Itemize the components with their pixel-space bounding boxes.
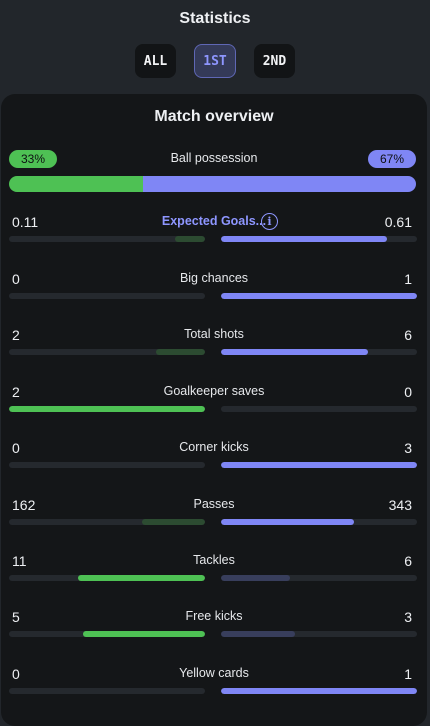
- home-bar-track: [9, 406, 205, 412]
- home-bar-fill: [9, 406, 205, 412]
- possession-bar: [9, 176, 416, 192]
- stat-row-yellow-cards: 0 Yellow cards 1: [1, 666, 427, 706]
- home-value: 0.11: [12, 214, 39, 230]
- home-value: 0: [12, 666, 20, 682]
- away-bar-fill: [221, 688, 417, 694]
- possession-bar-away: [143, 176, 416, 192]
- page-title: Statistics: [179, 10, 251, 27]
- away-possession-badge: 67%: [368, 150, 416, 168]
- stat-label: Goalkeeper saves: [163, 384, 265, 398]
- home-possession-badge: 33%: [9, 150, 57, 168]
- away-value: 1: [404, 666, 412, 682]
- away-bar-track: [221, 631, 417, 637]
- info-icon[interactable]: i: [261, 213, 278, 230]
- stat-row-passes: 162 Passes 343: [1, 497, 427, 537]
- home-bar-track: [9, 519, 205, 525]
- home-value: 2: [12, 384, 20, 400]
- home-bar-track: [9, 688, 205, 694]
- stat-row-expected-goals: 0.11 Expected Goals... i 0.61: [1, 213, 427, 254]
- away-bar-fill: [221, 631, 295, 637]
- home-value: 0: [12, 271, 20, 287]
- stat-row-big-chances: 0 Big chances 1: [1, 271, 427, 311]
- away-value: 3: [404, 609, 412, 625]
- home-bar-track: [9, 293, 205, 299]
- tab-all[interactable]: ALL: [134, 44, 177, 78]
- home-bar-track: [9, 462, 205, 468]
- stat-label[interactable]: Expected Goals...: [161, 214, 267, 228]
- home-bar-track: [9, 575, 205, 581]
- away-bar-fill: [221, 519, 355, 525]
- home-bar-track: [9, 236, 205, 242]
- away-bar-track: [221, 462, 417, 468]
- stat-label: Yellow cards: [179, 666, 249, 680]
- home-bar-fill: [156, 349, 205, 355]
- away-value: 343: [388, 497, 412, 513]
- home-bar-fill: [78, 575, 205, 581]
- stat-label: Free kicks: [185, 609, 243, 623]
- stat-row-total-shots: 2 Total shots 6: [1, 327, 427, 367]
- tab-2nd[interactable]: 2ND: [253, 44, 296, 78]
- home-bar-fill: [142, 519, 205, 525]
- stat-label: Corner kicks: [179, 440, 249, 454]
- stat-row-tackles: 11 Tackles 6: [1, 553, 427, 593]
- stat-label: Total shots: [184, 327, 244, 341]
- away-bar-track: [221, 688, 417, 694]
- away-value: 1: [404, 271, 412, 287]
- home-bar-fill: [175, 236, 205, 242]
- away-bar-fill: [221, 462, 417, 468]
- away-bar-fill: [221, 575, 291, 581]
- away-value: 3: [404, 440, 412, 456]
- away-bar-fill: [221, 236, 388, 242]
- away-bar-track: [221, 236, 417, 242]
- away-bar-track: [221, 519, 417, 525]
- away-bar-track: [221, 293, 417, 299]
- stat-row-corner-kicks: 0 Corner kicks 3: [1, 440, 427, 480]
- card-title: Match overview: [154, 108, 274, 125]
- away-bar-track: [221, 575, 417, 581]
- stat-label: Passes: [193, 497, 235, 511]
- period-tabs: ALL 1ST 2ND: [0, 44, 430, 78]
- home-value: 0: [12, 440, 20, 456]
- stat-row-goalkeeper-saves: 2 Goalkeeper saves 0: [1, 384, 427, 424]
- away-bar-fill: [221, 293, 417, 299]
- stat-label: Tackles: [193, 553, 235, 567]
- match-overview-card: Match overview 33% Ball possession 67% 0…: [1, 94, 427, 726]
- ball-possession-row: 33% Ball possession 67%: [1, 149, 427, 199]
- home-value: 11: [12, 553, 27, 569]
- home-bar-fill: [82, 631, 205, 637]
- home-value: 2: [12, 327, 20, 343]
- home-bar-track: [9, 349, 205, 355]
- away-bar-track: [221, 406, 417, 412]
- stat-row-free-kicks: 5 Free kicks 3: [1, 609, 427, 649]
- tab-1st[interactable]: 1ST: [194, 44, 236, 78]
- stat-label: Big chances: [179, 271, 249, 285]
- home-value: 5: [12, 609, 20, 625]
- away-bar-track: [221, 349, 417, 355]
- away-value: 6: [404, 553, 412, 569]
- away-bar-fill: [221, 349, 368, 355]
- away-value: 0: [404, 384, 412, 400]
- home-bar-track: [9, 631, 205, 637]
- away-value: 0.61: [384, 214, 412, 230]
- ball-possession-label: Ball possession: [170, 151, 258, 165]
- possession-bar-home: [9, 176, 144, 192]
- home-value: 162: [12, 497, 36, 513]
- away-value: 6: [404, 327, 412, 343]
